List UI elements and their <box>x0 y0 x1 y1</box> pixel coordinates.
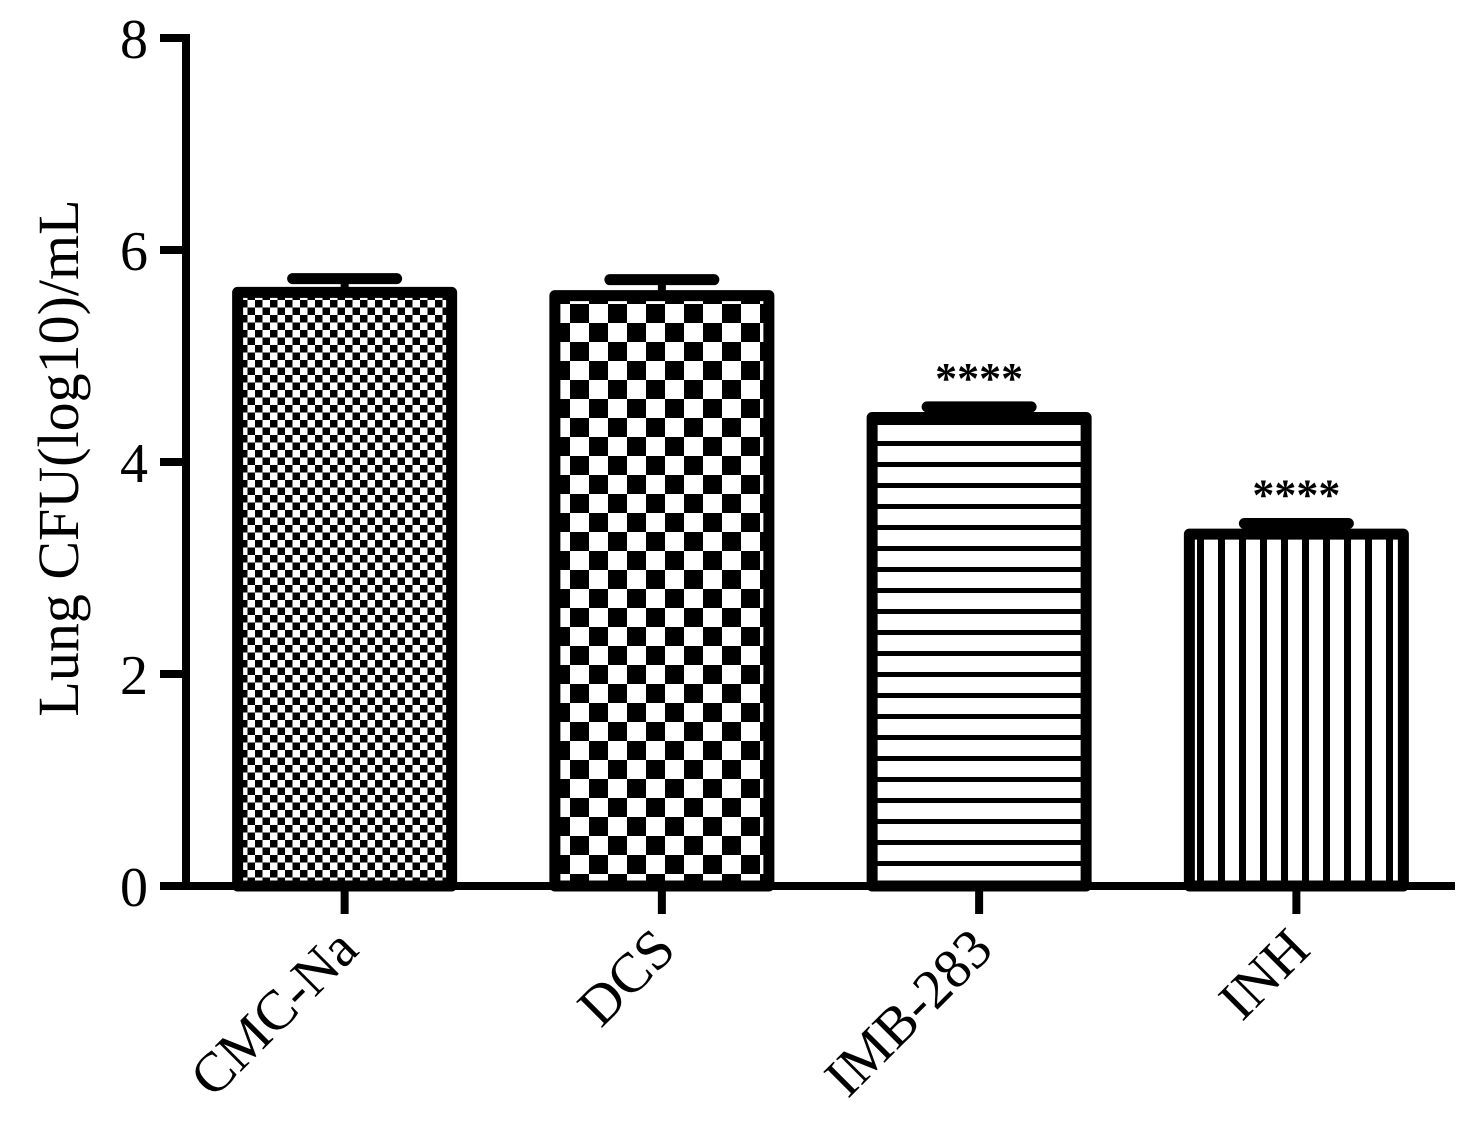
bar-cmc-na <box>232 286 458 892</box>
bar-dcs <box>549 290 775 892</box>
y-tick-label-6: 6 <box>120 221 148 283</box>
axes-group <box>160 34 1455 914</box>
significance-label-inh: **** <box>1252 470 1340 519</box>
bar-imb-283 <box>866 411 1092 892</box>
x-tick-label-dcs: DCS <box>566 917 687 1038</box>
y-axis-label: Lung CFU(log10)/mL <box>26 199 91 716</box>
bar-inh <box>1183 528 1409 892</box>
x-tick-label-inh: INH <box>1207 917 1321 1031</box>
y-tick-label-0: 0 <box>120 857 148 919</box>
x-tick-label-cmc-na: CMC-Na <box>179 917 370 1108</box>
y-tick-label-4: 4 <box>120 433 148 495</box>
y-tick-label-8: 8 <box>120 9 148 71</box>
bars-group <box>232 273 1409 892</box>
significance-label-imb-283: **** <box>935 354 1023 403</box>
y-tick-label-2: 2 <box>120 645 148 707</box>
x-tick-label-imb-283: IMB-283 <box>813 917 1004 1108</box>
